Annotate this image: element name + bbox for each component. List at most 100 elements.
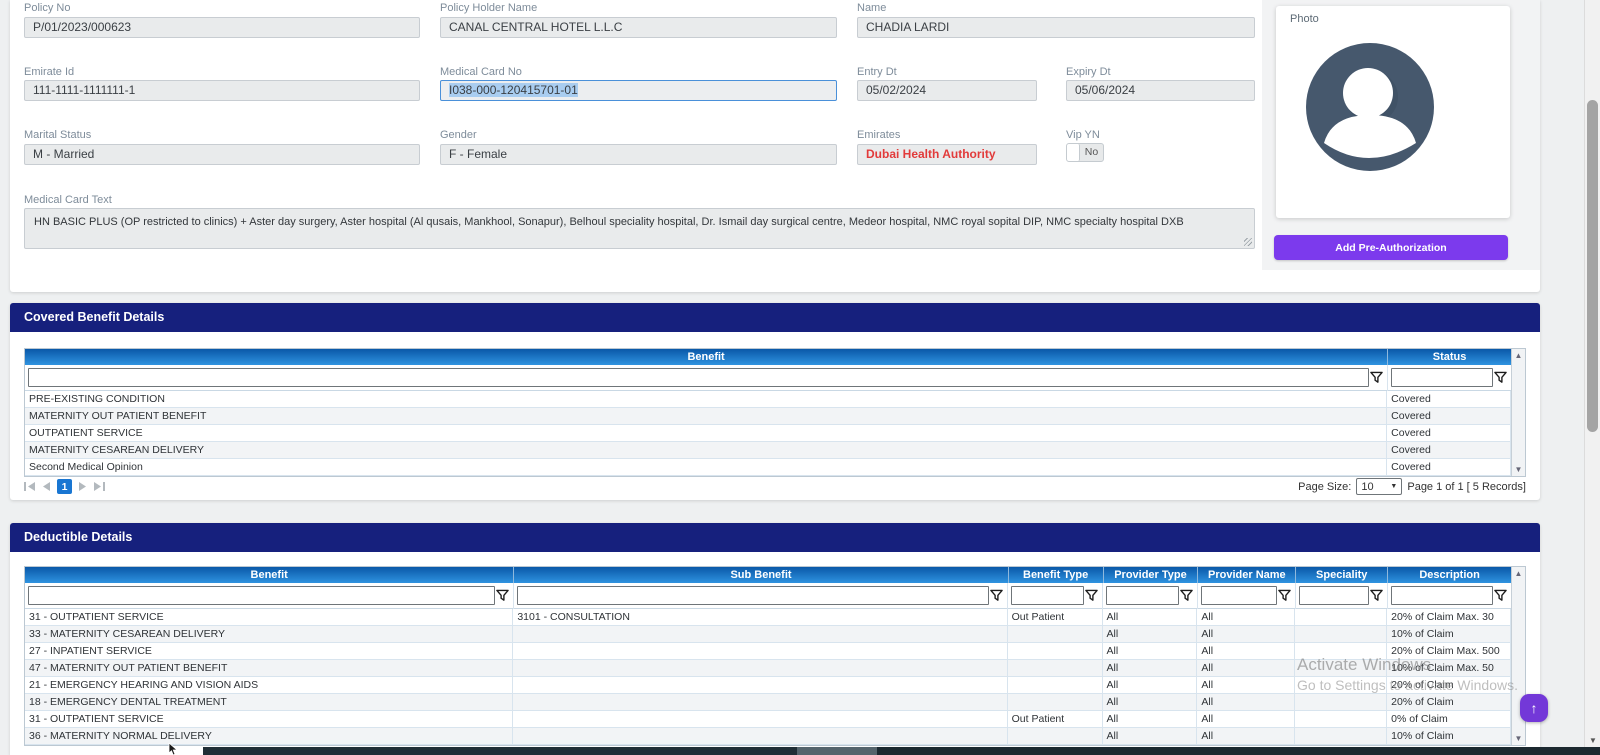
description-cell: 10% of Claim Max. 50	[1387, 660, 1511, 677]
filter-icon[interactable]	[1084, 589, 1099, 602]
provider-type-cell: All	[1102, 711, 1198, 728]
provider-name-cell: All	[1197, 643, 1296, 660]
name-field[interactable]: CHADIA LARDI	[857, 17, 1255, 38]
covered-table-scrollbar[interactable]: ▲ ▼	[1511, 349, 1525, 476]
status-cell: Covered	[1387, 408, 1511, 425]
resize-handle[interactable]	[1244, 238, 1252, 246]
provider-type-cell: All	[1102, 626, 1198, 643]
covered-benefit-row[interactable]: OUTPATIENT SERVICE Covered	[25, 425, 1511, 442]
description-filter-input[interactable]	[1391, 586, 1493, 605]
last-page-button[interactable]	[93, 482, 105, 491]
filter-icon[interactable]	[1277, 589, 1292, 602]
emirates-field[interactable]: Dubai Health Authority	[857, 144, 1037, 165]
sub-benefit-cell	[513, 626, 1008, 643]
deductible-filter-row	[25, 582, 1511, 609]
column-header-speciality[interactable]: Speciality	[1295, 567, 1387, 583]
arrow-up-icon: ↑	[1530, 700, 1538, 716]
scroll-up-icon[interactable]: ▲	[1514, 569, 1523, 578]
medical-card-text-field[interactable]: HN BASIC PLUS (OP restricted to clinics)…	[24, 208, 1255, 249]
policy-holder-name-field[interactable]: CANAL CENTRAL HOTEL L.L.C	[440, 17, 837, 38]
filter-icon[interactable]	[1369, 371, 1384, 384]
expiry-dt-field[interactable]: 05/06/2024	[1066, 80, 1255, 101]
benefit-type-cell: Out Patient	[1007, 711, 1103, 728]
benefit-cell: MATERNITY OUT PATIENT BENEFIT	[25, 408, 1388, 425]
filter-icon[interactable]	[495, 589, 510, 602]
deductible-row[interactable]: 47 - MATERNITY OUT PATIENT BENEFIT All All…	[25, 660, 1511, 677]
benefit-filter-input[interactable]	[28, 586, 495, 605]
filter-icon[interactable]	[1369, 589, 1384, 602]
emirate-id-field[interactable]: 111-1111-1111111-1	[24, 80, 420, 101]
description-cell: 10% of Claim	[1387, 626, 1511, 643]
page-scrollbar-thumb[interactable]	[1587, 100, 1598, 432]
marital-status-field[interactable]: M - Married	[24, 144, 420, 165]
prev-page-button[interactable]	[42, 482, 51, 491]
provider-name-filter-input[interactable]	[1201, 586, 1277, 605]
deductible-row[interactable]: 18 - EMERGENCY DENTAL TREATMENT All All 20%…	[25, 694, 1511, 711]
provider-name-cell: All	[1197, 728, 1296, 745]
covered-benefit-row[interactable]: PRE-EXISTING CONDITION Covered	[25, 391, 1511, 408]
benefit-type-filter-input[interactable]	[1011, 586, 1084, 605]
speciality-cell	[1295, 728, 1388, 745]
benefit-cell: Second Medical Opinion	[25, 459, 1388, 476]
medical-card-no-field[interactable]: I038-000-120415701-01	[440, 80, 837, 101]
speciality-filter-input[interactable]	[1299, 586, 1369, 605]
column-header-benefit[interactable]: Benefit	[687, 351, 725, 363]
gender-field[interactable]: F - Female	[440, 144, 837, 165]
description-cell: 20% of Claim Max. 500	[1387, 643, 1511, 660]
benefit-type-cell	[1007, 728, 1103, 745]
deductible-row[interactable]: 33 - MATERNITY CESAREAN DELIVERY All All 10…	[25, 626, 1511, 643]
column-header-provider-type[interactable]: Provider Type	[1102, 567, 1198, 583]
scroll-down-icon[interactable]: ▼	[1514, 734, 1523, 743]
scroll-down-icon[interactable]: ▼	[1514, 465, 1523, 474]
column-header-description[interactable]: Description	[1387, 567, 1511, 583]
medical-card-text-value: HN BASIC PLUS (OP restricted to clinics)…	[34, 216, 1184, 228]
scroll-to-top-button[interactable]: ↑	[1520, 694, 1548, 722]
add-pre-authorization-button[interactable]: Add Pre-Authorization	[1274, 235, 1508, 260]
benefit-filter-input[interactable]	[28, 368, 1369, 387]
deductible-row[interactable]: 36 - MATERNITY NORMAL DELIVERY All All 10% …	[25, 728, 1511, 745]
filter-icon[interactable]	[1493, 589, 1508, 602]
sub-benefit-filter-input[interactable]	[517, 586, 989, 605]
filter-icon[interactable]	[989, 589, 1004, 602]
deductible-table: Benefit Sub Benefit Benefit Type Provide…	[24, 566, 1526, 746]
covered-benefit-row[interactable]: Second Medical Opinion Covered	[25, 459, 1511, 476]
speciality-cell	[1295, 609, 1388, 626]
provider-type-cell: All	[1102, 694, 1198, 711]
column-header-sub-benefit[interactable]: Sub Benefit	[513, 567, 1007, 583]
provider-name-cell: All	[1197, 626, 1296, 643]
filter-icon[interactable]	[1493, 371, 1508, 384]
deductible-row[interactable]: 21 - EMERGENCY HEARING AND VISION AIDS Al…	[25, 677, 1511, 694]
avatar	[1306, 43, 1434, 171]
deductible-row[interactable]: 31 - OUTPATIENT SERVICE Out Patient All All…	[25, 711, 1511, 728]
scrollbar-down-icon[interactable]: ▼	[1589, 736, 1597, 745]
status-cell: Covered	[1387, 391, 1511, 408]
status-cell: Covered	[1387, 459, 1511, 476]
column-header-status[interactable]: Status	[1387, 349, 1511, 365]
status-filter-input[interactable]	[1391, 368, 1493, 387]
covered-benefit-row[interactable]: MATERNITY CESAREAN DELIVERY Covered	[25, 442, 1511, 459]
page-size-value: 10	[1361, 480, 1374, 493]
scroll-up-icon[interactable]: ▲	[1514, 351, 1523, 360]
column-header-benefit-type[interactable]: Benefit Type	[1007, 567, 1103, 583]
current-page-button[interactable]: 1	[57, 479, 72, 494]
column-header-benefit[interactable]: Benefit	[250, 569, 288, 581]
filter-icon[interactable]	[1179, 589, 1194, 602]
description-cell: 0% of Claim	[1387, 711, 1511, 728]
vip-yn-toggle[interactable]: No	[1066, 143, 1104, 162]
policy-no-field[interactable]: P/01/2023/000623	[24, 17, 420, 38]
policy-no-label: Policy No	[24, 2, 71, 14]
entry-dt-field[interactable]: 05/02/2024	[857, 80, 1037, 101]
column-header-provider-name[interactable]: Provider Name	[1197, 567, 1295, 583]
page-scrollbar[interactable]: ▼	[1584, 0, 1600, 755]
page-size-select[interactable]: 10 ▼	[1356, 478, 1403, 495]
page-info: Page 1 of 1 [ 5 Records]	[1407, 480, 1526, 493]
deductible-row[interactable]: 31 - OUTPATIENT SERVICE 3101 - CONSULTATI…	[25, 609, 1511, 626]
first-page-button[interactable]	[24, 482, 36, 491]
next-page-button[interactable]	[78, 482, 87, 491]
sub-benefit-cell	[513, 660, 1008, 677]
covered-benefit-row[interactable]: MATERNITY OUT PATIENT BENEFIT Covered	[25, 408, 1511, 425]
expiry-dt-label: Expiry Dt	[1066, 66, 1111, 78]
emirates-label: Emirates	[857, 129, 901, 141]
deductible-row[interactable]: 27 - INPATIENT SERVICE All All 20% of Claim…	[25, 643, 1511, 660]
provider-type-filter-input[interactable]	[1106, 586, 1179, 605]
